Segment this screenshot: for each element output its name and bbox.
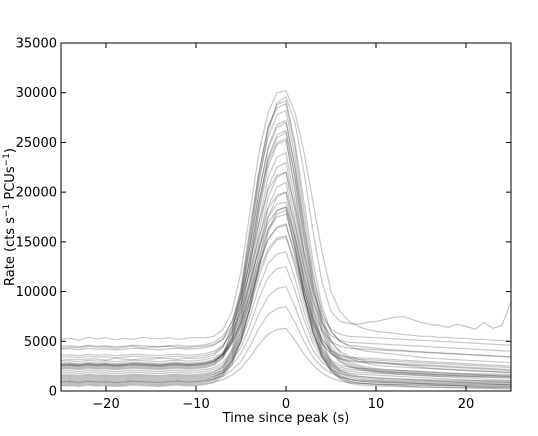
ticks-layer: −20 −10 0 10 20 0 5000 10000 15000 20000 25000 3000… xyxy=(16,37,511,412)
y-tick-label: 5000 xyxy=(24,335,57,350)
series-line-3 xyxy=(60,100,512,361)
series-line-31 xyxy=(60,121,512,364)
y-tick-label: 20000 xyxy=(16,186,57,201)
series-line-15 xyxy=(60,201,512,369)
series-line-4 xyxy=(60,103,511,373)
series-line-2 xyxy=(60,96,512,349)
series-layer xyxy=(60,90,512,390)
series-line-20 xyxy=(60,266,512,384)
series-line-23 xyxy=(60,327,512,390)
series-line-11 xyxy=(60,161,512,384)
series-line-13 xyxy=(60,181,512,387)
y-axis-label-suffix: ) xyxy=(3,148,18,153)
y-axis-label: Rate (cts s−1 PCUs−1) xyxy=(2,148,18,286)
series-line-19 xyxy=(60,251,512,382)
series-line-27 xyxy=(60,224,512,367)
y-axis-label-middle: PCUs xyxy=(3,166,18,204)
x-tick-label: 0 xyxy=(282,397,290,412)
x-tick-label: 20 xyxy=(458,397,475,412)
series-line-24 xyxy=(60,171,512,348)
series-line-1 xyxy=(60,90,512,342)
series-line-22 xyxy=(60,305,512,389)
series-line-25 xyxy=(60,191,512,352)
series-line-30 xyxy=(60,209,512,387)
y-tick-label: 25000 xyxy=(16,136,57,151)
y-tick-label: 30000 xyxy=(16,86,57,101)
series-line-5 xyxy=(60,110,512,375)
y-tick-label: 15000 xyxy=(16,235,57,250)
series-line-26 xyxy=(60,206,512,358)
series-line-16 xyxy=(60,213,512,372)
x-axis-label: Time since peak (s) xyxy=(222,411,350,426)
series-line-14 xyxy=(60,191,512,389)
y-tick-label: 35000 xyxy=(16,37,57,52)
series-line-28 xyxy=(60,235,512,371)
y-tick-label: 0 xyxy=(49,385,57,400)
y-axis-label-sup-2: −1 xyxy=(2,153,12,166)
series-line-17 xyxy=(60,223,512,378)
y-axis-label-prefix: Rate (cts s xyxy=(3,217,18,286)
series-line-10 xyxy=(60,151,512,383)
series-line-21 xyxy=(60,286,512,386)
x-tick-label: −20 xyxy=(92,397,119,412)
series-line-29 xyxy=(60,206,512,385)
series-line-32 xyxy=(60,131,512,374)
series-line-18 xyxy=(60,236,512,380)
y-axis-label-sup-1: −1 xyxy=(2,204,12,217)
y-tick-label: 10000 xyxy=(16,285,57,300)
series-line-8 xyxy=(60,139,512,378)
series-line-7 xyxy=(60,129,512,377)
x-tick-label: −10 xyxy=(182,397,209,412)
series-line-12 xyxy=(60,171,512,386)
series-line-9 xyxy=(60,137,512,382)
series-line-6 xyxy=(60,119,512,376)
x-tick-label: 10 xyxy=(368,397,385,412)
